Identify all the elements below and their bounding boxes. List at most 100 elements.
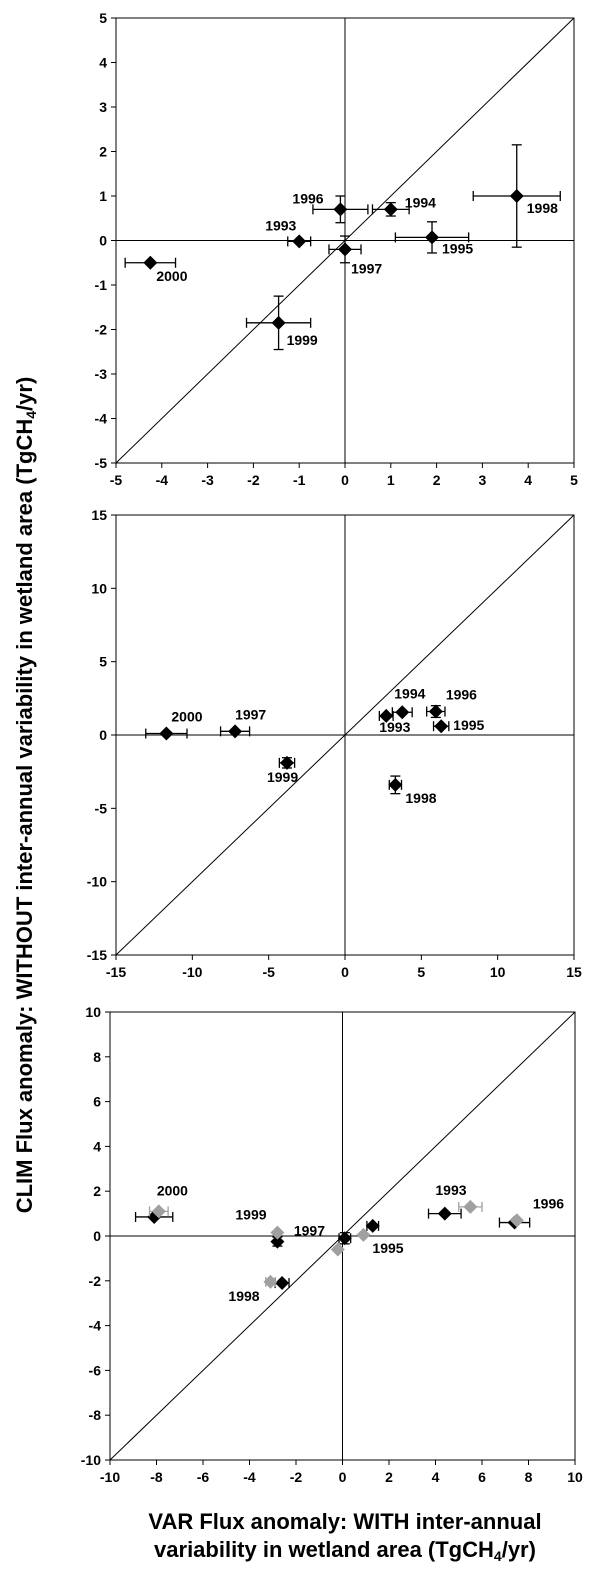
diamond-marker — [151, 1204, 166, 1219]
y-tick-label: -15 — [87, 947, 107, 963]
diamond-marker — [383, 202, 398, 217]
point-label-1999: 1999 — [235, 1207, 266, 1223]
x-tick-label: -10 — [100, 1469, 120, 1485]
y-tick-label: 5 — [99, 10, 107, 26]
x-tick-label: -2 — [290, 1469, 303, 1485]
diamond-marker — [270, 1234, 285, 1249]
diamond-marker — [333, 202, 348, 217]
diamond-marker — [279, 755, 294, 770]
x-tick-label: 2 — [433, 472, 441, 488]
y-tick-label: -5 — [95, 800, 108, 816]
series-1: 1993 1994 1995 1996 1997 1998 1999 2000 — [145, 685, 485, 806]
y-tick-label: 6 — [93, 1094, 101, 1110]
x-tick-label: 6 — [478, 1469, 486, 1485]
x-tick-label: 4 — [524, 472, 532, 488]
point-label-1998: 1998 — [527, 200, 558, 216]
point-label-1995: 1995 — [372, 1240, 403, 1256]
diamond-marker — [509, 189, 524, 203]
y-tick-label: -10 — [81, 1452, 101, 1468]
y-tick-label: 4 — [99, 55, 107, 71]
x-tick-label: 1 — [387, 472, 395, 488]
diamond-marker — [428, 704, 443, 719]
x-tick-label: 5 — [417, 964, 425, 980]
y-tick-label: 10 — [85, 1004, 101, 1020]
diamond-marker — [388, 777, 403, 792]
point-label-2000: 2000 — [156, 268, 187, 284]
chart-panel-3: -10 -8 -6 -4 -2 0 2 4 6 8 10 -10 -8 -6 -4 -2 0 2 4 6 8 10 2000… — [81, 1004, 583, 1485]
point-label-1996: 1996 — [292, 190, 323, 206]
point-label-1994: 1994 — [394, 685, 425, 701]
diamond-marker — [143, 255, 158, 270]
x-axis-label-line1: VAR Flux anomaly: WITH inter-annual — [148, 1509, 542, 1534]
y-tick-label: 0 — [99, 233, 107, 249]
y-tick-label: 3 — [99, 99, 107, 115]
x-axis-label-unit-tail: /yr) — [501, 1537, 536, 1562]
y-tick-label: -4 — [95, 411, 108, 427]
one-to-one-line — [115, 514, 575, 956]
diamond-marker — [228, 724, 243, 739]
diamond-marker — [292, 234, 307, 249]
x-tick-label: -2 — [247, 472, 260, 488]
diamond-marker — [330, 1242, 345, 1257]
x-tick-label: -6 — [197, 1469, 210, 1485]
diamond-marker — [379, 708, 394, 723]
y-tick-label: -6 — [89, 1362, 102, 1378]
x-tick-label: 8 — [525, 1469, 533, 1485]
point-label-1995: 1995 — [442, 240, 473, 256]
diamond-marker — [263, 1274, 278, 1289]
x-axis-label-line2-text: variability in wetland area (TgCH — [154, 1537, 494, 1562]
diamond-marker — [434, 719, 449, 734]
point-label-1999: 1999 — [267, 769, 298, 785]
x-tick-label: -5 — [262, 964, 275, 980]
point-label-1997: 1997 — [351, 260, 382, 276]
diamond-marker — [159, 726, 174, 741]
y-tick-label: 2 — [99, 144, 107, 160]
chart-panel-1: -5 -4 -3 -2 -1 0 1 2 3 4 5 -5 -4 -3 -2 -1 0 1 2 3 4 5 1993 1994… — [95, 10, 579, 488]
x-axis-label-subscript: 4 — [493, 1548, 502, 1564]
x-tick-label: 10 — [567, 1469, 583, 1485]
point-label-1996: 1996 — [446, 687, 477, 703]
point-label-1996: 1996 — [533, 1195, 564, 1211]
diamond-marker — [463, 1199, 478, 1214]
x-tick-label: -4 — [243, 1469, 256, 1485]
diamond-marker — [270, 1225, 285, 1240]
y-tick-label: 0 — [99, 727, 107, 743]
x-tick-label: 15 — [566, 964, 582, 980]
series-1: 1993 1994 1995 1996 1997 1998 1999 2000 — [124, 144, 561, 351]
x-tick-label: 2 — [385, 1469, 393, 1485]
point-label-1993: 1993 — [435, 1182, 466, 1198]
y-tick-label: 10 — [91, 580, 107, 596]
series-2: 2000 1999 1998 1997 1995 1993 1996 — [148, 1182, 564, 1304]
point-label-1993: 1993 — [265, 217, 296, 233]
y-tick-label: -4 — [89, 1318, 102, 1334]
y-tick-label: -1 — [95, 277, 108, 293]
x-tick-label: 3 — [479, 472, 487, 488]
diamond-marker — [365, 1218, 380, 1233]
y-tick-label: -8 — [89, 1407, 102, 1423]
y-tick-label: 4 — [93, 1138, 101, 1154]
y-tick-label: -2 — [95, 322, 108, 338]
y-tick-label: -10 — [87, 874, 107, 890]
point-label-1997: 1997 — [294, 1222, 325, 1238]
diamond-marker — [356, 1227, 371, 1242]
y-tick-label: 15 — [91, 507, 107, 523]
x-tick-label: -1 — [293, 472, 306, 488]
point-label-1997: 1997 — [235, 706, 266, 722]
y-tick-label: 1 — [99, 188, 107, 204]
y-tick-label: 2 — [93, 1183, 101, 1199]
x-tick-label: -10 — [182, 964, 202, 980]
diamond-marker — [275, 1276, 290, 1291]
point-label-1999: 1999 — [287, 332, 318, 348]
y-tick-label: 8 — [93, 1049, 101, 1065]
x-tick-label: -3 — [201, 472, 214, 488]
x-tick-label: 0 — [339, 1469, 347, 1485]
diamond-marker — [271, 315, 286, 330]
x-tick-label: -15 — [106, 964, 126, 980]
diamond-marker — [337, 1231, 352, 1246]
y-tick-label: 5 — [99, 654, 107, 670]
x-tick-label: -8 — [150, 1469, 163, 1485]
diamond-marker — [338, 242, 352, 257]
x-tick-label: 4 — [432, 1469, 440, 1485]
x-tick-label: -4 — [156, 472, 169, 488]
